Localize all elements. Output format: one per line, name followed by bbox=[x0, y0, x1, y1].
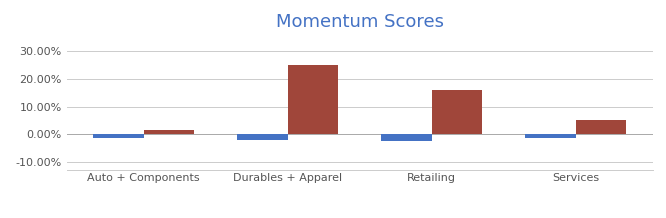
Bar bbox=[525, 134, 575, 138]
Legend: Median Monthly Return, Median Annual Return: Median Monthly Return, Median Annual Ret… bbox=[195, 214, 524, 218]
Bar bbox=[575, 120, 626, 134]
Bar bbox=[381, 134, 432, 141]
Bar bbox=[93, 134, 144, 138]
Bar bbox=[432, 90, 482, 134]
Bar bbox=[288, 65, 338, 134]
Bar bbox=[237, 134, 288, 140]
Bar bbox=[144, 130, 194, 134]
Title: Momentum Scores: Momentum Scores bbox=[276, 13, 444, 31]
